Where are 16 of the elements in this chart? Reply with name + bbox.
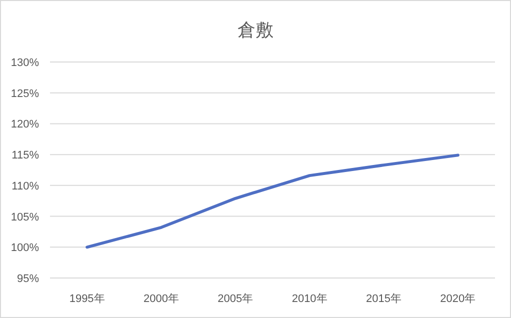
y-tick-label: 100% [10, 242, 40, 254]
x-tick-label: 2000年 [144, 293, 179, 305]
x-tick-label: 2005年 [218, 293, 254, 305]
y-tick-label: 95% [16, 273, 40, 285]
x-tick-label: 2015年 [366, 293, 402, 305]
line-series [86, 154, 460, 249]
y-tick-label: 125% [10, 88, 40, 100]
x-tick-label: 1995年 [69, 293, 105, 305]
x-tick-label: 2010年 [292, 293, 328, 305]
y-tick-label: 115% [12, 150, 40, 162]
y-tick-label: 110% [12, 180, 40, 192]
y-tick-label: 120% [10, 118, 40, 131]
x-tick-label: 2020年 [440, 293, 476, 305]
y-tick-label: 130% [10, 57, 40, 69]
chart-title: 倉敷 [238, 20, 274, 40]
y-tick-label: 105% [10, 211, 40, 224]
